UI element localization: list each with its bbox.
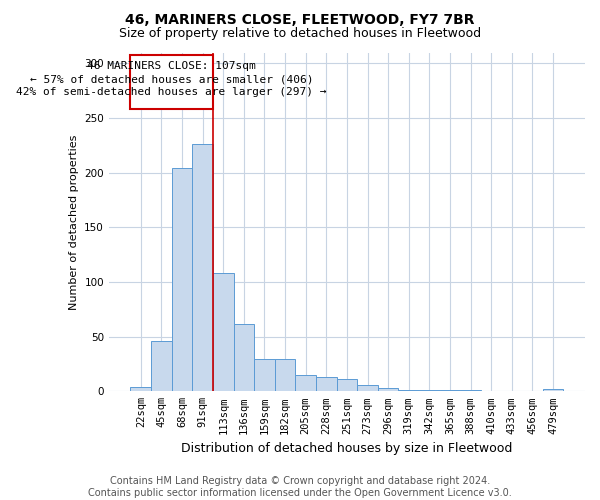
Bar	[172, 168, 193, 392]
Bar	[419, 390, 440, 392]
FancyBboxPatch shape	[130, 54, 213, 110]
Bar	[233, 324, 254, 392]
Text: 42% of semi-detached houses are larger (297) →: 42% of semi-detached houses are larger (…	[16, 88, 327, 98]
Text: 46 MARINERS CLOSE: 107sqm: 46 MARINERS CLOSE: 107sqm	[88, 61, 256, 71]
Bar	[275, 358, 295, 392]
Bar	[440, 390, 460, 392]
Y-axis label: Number of detached properties: Number of detached properties	[68, 134, 79, 310]
Bar	[316, 377, 337, 392]
Bar	[213, 274, 233, 392]
Text: Size of property relative to detached houses in Fleetwood: Size of property relative to detached ho…	[119, 28, 481, 40]
Bar	[193, 144, 213, 392]
Bar	[460, 390, 481, 392]
Text: Contains HM Land Registry data © Crown copyright and database right 2024.
Contai: Contains HM Land Registry data © Crown c…	[88, 476, 512, 498]
Bar	[357, 384, 378, 392]
Bar	[337, 380, 357, 392]
Text: ← 57% of detached houses are smaller (406): ← 57% of detached houses are smaller (40…	[30, 74, 313, 85]
Bar	[295, 375, 316, 392]
Bar	[398, 390, 419, 392]
Text: 46, MARINERS CLOSE, FLEETWOOD, FY7 7BR: 46, MARINERS CLOSE, FLEETWOOD, FY7 7BR	[125, 12, 475, 26]
X-axis label: Distribution of detached houses by size in Fleetwood: Distribution of detached houses by size …	[181, 442, 512, 455]
Bar	[378, 388, 398, 392]
Bar	[151, 341, 172, 392]
Bar	[130, 387, 151, 392]
Bar	[254, 358, 275, 392]
Bar	[543, 389, 563, 392]
